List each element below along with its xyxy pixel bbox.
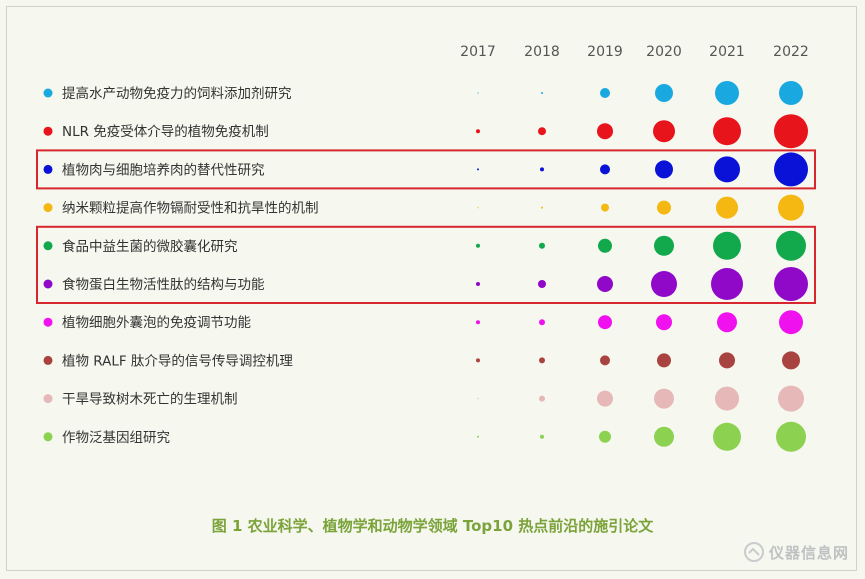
bubble-1-2017 xyxy=(477,92,479,94)
bubble-6-2017 xyxy=(476,282,480,286)
bubble-9-2021 xyxy=(715,386,739,411)
year-label-2019: 2019 xyxy=(587,44,623,60)
bubble-5-2019 xyxy=(598,238,612,253)
bubble-8-2019 xyxy=(600,355,610,366)
bubble-5-2017 xyxy=(476,243,480,248)
series-label-10: 作物泛基因组研究 xyxy=(62,429,170,446)
bubble-9-2019 xyxy=(597,390,613,407)
bubble-9-2022 xyxy=(778,385,804,412)
bubble-7-2018 xyxy=(539,319,545,326)
bubble-7-2022 xyxy=(779,310,803,335)
bubble-8-2020 xyxy=(657,353,671,368)
bubble-6-2021 xyxy=(711,268,743,300)
legend-dot-6 xyxy=(43,279,53,289)
figure-caption: 图 1 农业科学、植物学和动物学领域 Top10 热点前沿的施引论文 xyxy=(211,517,654,535)
bubble-4-2022 xyxy=(778,194,804,221)
bubble-2-2019 xyxy=(597,123,613,140)
watermark: 仪器信息网 xyxy=(743,541,849,563)
bubble-10-2021 xyxy=(713,422,741,451)
bubble-10-2020 xyxy=(654,426,674,447)
bubble-3-2019 xyxy=(600,164,610,175)
bubble-1-2020 xyxy=(655,84,673,102)
bubble-6-2020 xyxy=(651,271,677,297)
bubble-3-2021 xyxy=(714,156,740,183)
bubble-8-2021 xyxy=(719,352,735,369)
series-label-6: 食物蛋白生物活性肽的结构与功能 xyxy=(62,276,265,293)
year-label-2021: 2021 xyxy=(709,44,745,60)
bubble-7-2017 xyxy=(476,320,480,325)
series-label-8: 植物 RALF 肽介导的信号传导调控机理 xyxy=(62,353,293,369)
bubble-8-2017 xyxy=(476,358,480,363)
legend-dot-3 xyxy=(43,164,53,174)
legend-dot-5 xyxy=(43,241,53,251)
bubble-4-2017 xyxy=(477,206,479,209)
series-label-1: 提高水产动物免疫力的饲料添加剂研究 xyxy=(62,85,292,102)
series-label-9: 干旱导致树木死亡的生理机制 xyxy=(62,392,238,408)
bubble-5-2021 xyxy=(713,231,741,260)
legend-dot-2 xyxy=(43,126,53,136)
bubble-4-2018 xyxy=(541,206,543,209)
bubble-1-2018 xyxy=(541,92,543,94)
highlight-box-1 xyxy=(36,149,816,190)
year-label-2018: 2018 xyxy=(524,44,560,60)
bubble-1-2022 xyxy=(779,81,803,105)
bubble-10-2017 xyxy=(477,435,479,438)
bubble-7-2021 xyxy=(717,312,737,333)
bubble-8-2022 xyxy=(782,351,800,370)
legend-dot-10 xyxy=(43,432,53,442)
legend-dot-9 xyxy=(43,394,53,404)
series-label-2: NLR 免疫受体介导的植物免疫机制 xyxy=(62,124,269,140)
bubble-1-2021 xyxy=(715,81,739,105)
bubble-8-2018 xyxy=(539,357,545,364)
legend-dot-4 xyxy=(43,203,53,213)
bubble-4-2021 xyxy=(716,196,738,219)
bubble-2-2021 xyxy=(713,117,741,146)
year-label-2020: 2020 xyxy=(646,44,682,60)
highlight-box-2 xyxy=(36,225,816,304)
bubble-3-2022 xyxy=(774,152,808,187)
legend-dot-1 xyxy=(43,88,53,98)
series-label-5: 食品中益生菌的微胶囊化研究 xyxy=(62,238,238,255)
bubble-3-2020 xyxy=(655,160,673,179)
watermark-logo-icon xyxy=(743,542,764,562)
bubble-4-2019 xyxy=(601,203,609,212)
bubble-7-2020 xyxy=(656,314,672,331)
bubble-9-2020 xyxy=(654,388,674,409)
legend-dot-7 xyxy=(43,317,53,327)
bubble-4-2020 xyxy=(657,200,671,215)
year-label-2022: 2022 xyxy=(773,44,809,60)
year-label-2017: 2017 xyxy=(460,44,496,60)
bubble-9-2018 xyxy=(539,395,545,402)
bubble-6-2018 xyxy=(538,280,546,288)
bubble-7-2019 xyxy=(598,315,612,330)
bubble-2-2018 xyxy=(538,127,546,136)
series-label-4: 纳米颗粒提高作物镉耐受性和抗旱性的机制 xyxy=(62,200,319,217)
bubble-10-2018 xyxy=(540,434,544,439)
bubble-9-2017 xyxy=(477,397,479,400)
bubble-6-2019 xyxy=(597,276,613,292)
bubble-5-2020 xyxy=(654,235,674,256)
bubble-10-2022 xyxy=(776,421,806,452)
bubble-6-2022 xyxy=(774,267,808,301)
watermark-text: 仪器信息网 xyxy=(768,543,849,562)
bubble-10-2019 xyxy=(599,430,611,443)
bubble-5-2018 xyxy=(539,242,545,249)
bubble-2-2020 xyxy=(653,120,675,143)
bubble-2-2022 xyxy=(774,114,808,149)
bubble-2-2017 xyxy=(476,129,480,134)
legend-dot-8 xyxy=(43,355,53,365)
series-label-3: 植物肉与细胞培养肉的替代性研究 xyxy=(62,162,265,178)
bubble-1-2019 xyxy=(600,88,610,98)
series-label-7: 植物细胞外囊泡的免疫调节功能 xyxy=(62,314,251,331)
bubble-3-2018 xyxy=(540,167,544,172)
bubble-3-2017 xyxy=(477,168,479,171)
bubble-5-2022 xyxy=(776,230,806,261)
